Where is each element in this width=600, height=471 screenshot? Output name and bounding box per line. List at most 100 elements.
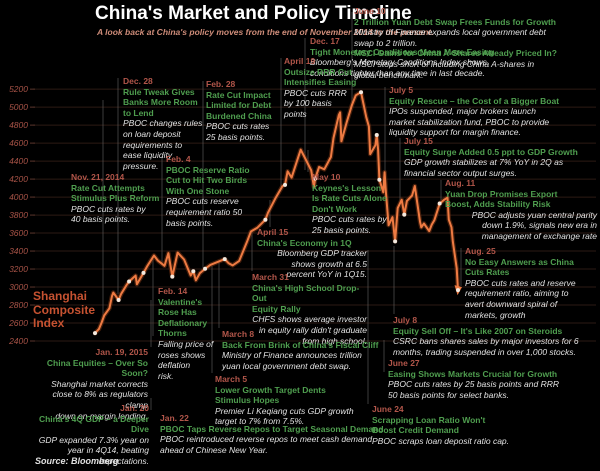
annotation-block: July 8 Equity Sell Off – It's Like 2007 o…	[393, 315, 579, 357]
data-point-marker	[283, 182, 288, 187]
annotation-date: Jan. 20	[120, 403, 149, 413]
y-axis-label: 4000	[9, 192, 28, 202]
data-point-marker	[141, 270, 146, 275]
annotation-body: CHFS shows average investor in equity ra…	[252, 314, 367, 346]
annotation-body: PBOC reintroduced reverse repos to meet …	[160, 434, 373, 455]
data-point-marker	[93, 331, 97, 336]
annotation-body: PBOC cuts rates and reserve requirement …	[465, 277, 576, 320]
annotation-block: March 8 Back From Brink of China's Fiscal…	[222, 329, 378, 371]
data-point-marker	[313, 176, 318, 181]
annotation-body: PBOC cuts RRR by 100 basis points	[284, 87, 347, 119]
y-axis-label: 3200	[9, 264, 28, 274]
data-point-marker	[437, 201, 442, 206]
data-point-marker	[191, 269, 196, 274]
data-point-marker	[116, 297, 121, 302]
annotation-body: PBOC cuts rates by 25 basis points.	[312, 214, 387, 235]
y-axis-label: 2800	[8, 300, 28, 310]
annotation-head: Lower Growth Target Dents Stimulus Hopes	[215, 384, 326, 406]
annotation-head: Keynes's Lesson Is Rate Cuts Alone Don't…	[312, 182, 387, 214]
annotation-block: May 10 Keynes's Lesson Is Rate Cuts Alone…	[312, 172, 387, 236]
annotation-body: PBOC cuts rates by 25 basis points and R…	[388, 379, 560, 400]
data-point-marker	[359, 90, 364, 95]
annotation-head: China's 4Q GDP – a Deeper Dive	[38, 413, 149, 435]
y-axis-label: 3600	[9, 228, 28, 238]
annotation-block: Jan. 19, 2015 China Equities – Over So So…	[30, 347, 148, 421]
annotation-date: March 8	[222, 329, 255, 339]
annotation-block: July 5 Equity Rescue – the Cost of a Bigg…	[389, 85, 559, 138]
data-point-marker	[456, 288, 461, 293]
data-point-marker	[402, 212, 407, 217]
annotation-head: Yuan Drop Promises Export Boost, Adds St…	[445, 188, 558, 210]
annotation-block: March 5 Lower Growth Target Dents Stimulu…	[215, 374, 354, 427]
annotation-date: Jan. 19, 2015	[95, 347, 148, 357]
annotation-body: PBOC cuts reserve requirement ratio 50 b…	[166, 196, 243, 228]
annotation-head: Equity Rescue – the Cost of a Bigger Boa…	[389, 95, 560, 106]
y-axis-label: 4400	[9, 156, 28, 166]
annotation-body: PBOC changes rules on loan deposit requi…	[123, 118, 203, 171]
y-axis-label: 3400	[9, 246, 28, 256]
annotation-block: June 10 2 Trillion Yuan Debt Swap Frees F…	[354, 6, 557, 80]
data-point-marker	[170, 274, 175, 279]
annotation-date: June 27	[388, 358, 420, 368]
annotation-block: March 31 China's High School Drop-Out Equ…	[252, 272, 367, 346]
source-note: Source: Bloomberg	[35, 456, 119, 466]
annotation-head: Rate Cut Attempts Stimulus Plus Reform	[71, 182, 160, 204]
data-point-marker	[393, 239, 398, 244]
y-axis-label: 2600	[8, 318, 28, 328]
annotation-head: Equity Surge Added 0.5 ppt to GDP Growth	[404, 146, 578, 157]
annotation-date: Dec. 17	[310, 36, 340, 46]
annotation-date: Feb. 28	[206, 79, 236, 89]
annotation-body: Premier Li Keqiang cuts GDP growth targe…	[215, 405, 354, 427]
annotation-head: Back From Brink of China's Fiscal Cliff	[222, 339, 379, 350]
annotation-date: June 24	[372, 404, 404, 414]
annotation-head: 2 Trillion Yuan Debt Swap Frees Funds fo…	[354, 16, 556, 27]
annotation-block: Aug. 25 No Easy Answers as China Cuts Rat…	[465, 246, 576, 320]
annotation-block: Nov. 21, 2014 Rate Cut Attempts Stimulus …	[71, 172, 159, 225]
y-axis-label: 4800	[9, 120, 28, 130]
annotation-date: Feb. 14	[158, 286, 188, 296]
annotation-block: Feb. 28 Rate Cut Impact Limited for Debt …	[206, 79, 272, 143]
annotation-date: Aug. 11	[445, 178, 476, 188]
y-axis-label: 2400	[8, 336, 28, 346]
annotation-head: China's Economy in 1Q	[257, 237, 352, 248]
price-line	[94, 91, 459, 335]
annotation-head: China's High School Drop-Out Equity Rall…	[252, 282, 360, 314]
y-axis-label: 3000	[9, 282, 28, 292]
annotation-block: Feb. 14 Valentine's Rose Has Deflationary…	[158, 286, 213, 381]
annotation-body: PBOC cuts rates by 40 basis points.	[71, 203, 146, 225]
y-axis-label: 4600	[9, 138, 28, 148]
annotation-head: Valentine's Rose Has Deflationary Thorns	[158, 296, 208, 339]
annotation-body: PBOC cuts rates 25 basis points.	[206, 121, 270, 142]
data-point-marker	[263, 217, 268, 222]
annotation-body: GDP growth stabilizes at 7% YoY in 2Q as…	[404, 157, 564, 178]
annotation-block: Feb. 4 PBOC Reserve Ratio Cut to Hit Two …	[166, 154, 250, 228]
annotation-head: Tight Monetary Conditions Mean More Easi…	[310, 46, 495, 57]
annotation-block: Jan. 20 China's 4Q GDP – a Deeper Dive GDP…	[29, 403, 149, 467]
page-subtitle: A look back at China's policy moves from…	[97, 27, 434, 37]
annotation-date: Aug. 25	[465, 246, 496, 256]
y-axis-label: 3800	[9, 210, 28, 220]
annotation-date: Feb. 4	[166, 154, 191, 164]
annotation-body: Falling price of roses shows deflation r…	[158, 338, 214, 381]
y-axis-label: 4200	[9, 174, 28, 184]
annotation-body: Shanghai market corrects close to 8% as …	[51, 378, 148, 421]
annotation-head: Scrapping Loan Ratio Won't Boost Credit …	[372, 414, 486, 436]
data-point-marker	[377, 177, 382, 182]
annotation-date: June 10	[354, 6, 386, 16]
annotation-body: Ministry of Finance announces trillion y…	[222, 350, 362, 371]
annotation-head: MSCI Gains for China A-Shares Already Pr…	[354, 48, 557, 59]
annotation-body: Bloomberg GDP tracker shows growth at 6.…	[277, 248, 367, 280]
annotation-block: April 15 China's Economy in 1Q Bloomberg G…	[257, 227, 367, 280]
y-axis-label: 5200	[9, 84, 28, 94]
annotation-head: PBOC Reserve Ratio Cut to Hit Two Birds …	[166, 164, 250, 196]
annotation-body: PBOC adjusts yuan central parity down 1.…	[471, 209, 597, 241]
data-point-marker	[374, 133, 379, 138]
annotation-head: Easing Shows Markets Crucial for Growth	[388, 368, 558, 379]
annotation-date: Jan. 22	[160, 413, 189, 423]
annotation-body: MSCI stops short of including China A-sh…	[354, 58, 535, 80]
data-point-marker	[222, 257, 227, 262]
annotation-date: July 5	[389, 85, 414, 95]
annotation-head: Equity Sell Off – It's Like 2007 on Ster…	[393, 325, 563, 336]
